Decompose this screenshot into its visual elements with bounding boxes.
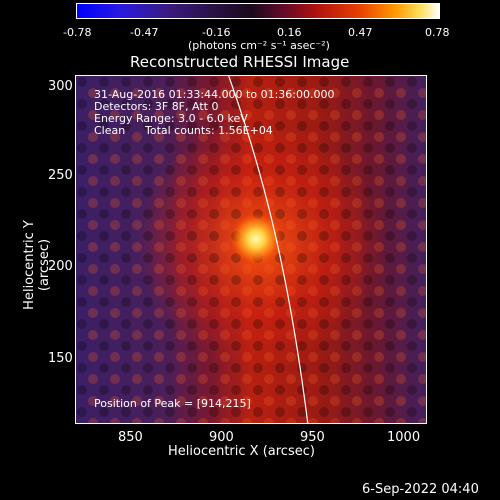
x-tick: 900 [209,430,234,445]
peak-position: Position of Peak = [914,215] [94,397,251,410]
colorbar-tick: 0.16 [277,26,302,39]
clean-method: Clean [94,124,126,137]
observation-time: 31-Aug-2016 01:33:44.000 to 01:36:00.000 [94,88,335,101]
x-tick: 1000 [387,430,421,445]
y-tick: 250 [48,168,73,183]
y-axis-label: Heliocentric Y (arcsec) [22,220,52,310]
image-title: Reconstructed RHESSI Image [130,53,350,71]
colorbar-tick: -0.78 [63,26,92,39]
colorbar [76,3,440,19]
total-counts: Total counts: 1.56E+04 [145,124,273,137]
x-axis-label: Heliocentric X (arcsec) [168,444,315,459]
x-tick: 950 [300,430,325,445]
render-date: 6-Sep-2022 04:40 [362,482,479,497]
colorbar-tick: 0.78 [425,26,450,39]
y-tick: 300 [48,79,73,94]
detectors-info: Detectors: 3F 8F, Att 0 [94,100,219,113]
colorbar-units: (photons cm⁻² s⁻¹ asec⁻²) [188,39,330,52]
y-tick: 150 [48,351,73,366]
energy-range: Energy Range: 3.0 - 6.0 keV [94,112,248,125]
x-tick: 850 [118,430,143,445]
y-tick: 200 [48,259,73,274]
solar-image-plot [75,75,427,424]
colorbar-tick: 0.47 [348,26,373,39]
colorbar-tick: -0.47 [130,26,159,39]
flare-image [76,76,426,423]
colorbar-tick: -0.16 [202,26,231,39]
